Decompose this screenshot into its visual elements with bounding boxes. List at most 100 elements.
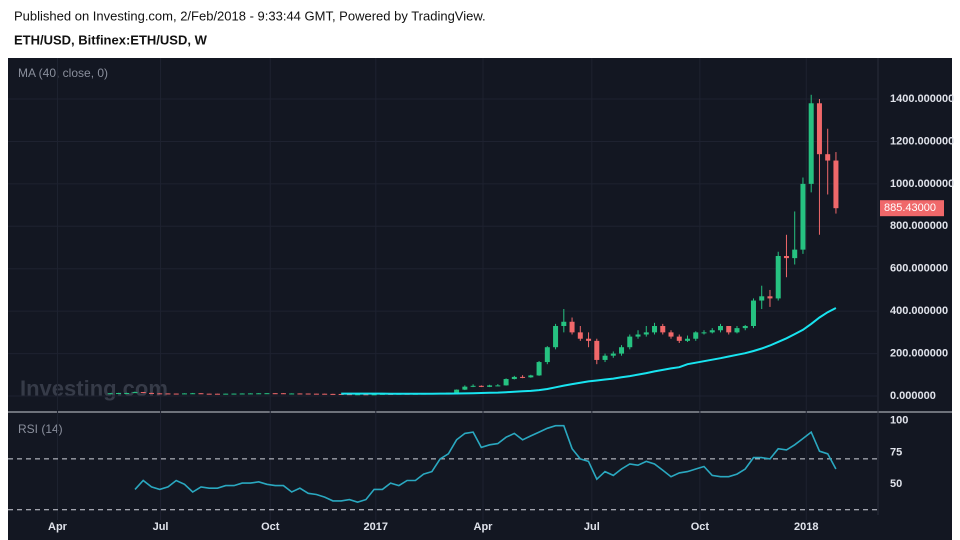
x-tick-label: Jul: [584, 521, 600, 533]
candle-body: [462, 386, 468, 390]
candle-body: [165, 393, 171, 395]
candle-body: [610, 353, 616, 356]
candle-body: [503, 379, 509, 386]
moving-average-line: [341, 307, 837, 395]
candle-body: [478, 385, 484, 387]
candle-body: [643, 332, 649, 335]
candle-body: [363, 394, 369, 396]
candle-body: [239, 393, 245, 395]
candle-body: [561, 321, 567, 326]
candle-body: [511, 376, 517, 380]
candle-body: [322, 393, 328, 395]
candle-body: [198, 393, 204, 395]
candle-body: [173, 393, 179, 395]
candle-body: [190, 393, 196, 395]
candle-body: [825, 154, 831, 161]
candle-body: [800, 183, 806, 250]
candle-body: [569, 321, 575, 333]
candle-body: [132, 392, 138, 394]
candle-body: [652, 326, 658, 333]
candle-body: [124, 392, 130, 394]
candle-body: [264, 393, 270, 395]
candle-body: [792, 249, 798, 259]
candle-body: [816, 103, 822, 155]
candle-body: [528, 375, 534, 378]
candle-body: [668, 332, 674, 337]
candle-body: [602, 355, 608, 360]
y-tick-label: 0.000000: [890, 390, 936, 402]
x-tick-label: Apr: [474, 521, 494, 533]
candle-body: [619, 347, 625, 354]
x-tick-label: Oct: [691, 521, 710, 533]
x-tick-label: 2018: [794, 521, 818, 533]
candle-body: [454, 389, 460, 393]
candle-body: [330, 393, 336, 395]
candle-body: [148, 392, 154, 394]
candle-body: [553, 326, 559, 348]
x-tick-label: Apr: [48, 521, 68, 533]
y-tick-label: 1200.000000: [890, 135, 954, 147]
candle-body: [685, 338, 691, 341]
candle-body: [701, 332, 707, 334]
rsi-line: [134, 424, 837, 504]
candle-body: [635, 334, 641, 337]
ma-title: MA (40, close, 0): [18, 66, 108, 80]
candle-body: [140, 392, 146, 394]
candle-body: [594, 340, 600, 360]
candle-body: [116, 393, 122, 395]
candle-body: [759, 296, 765, 301]
y-tick-label: 75: [890, 446, 902, 458]
candle-body: [627, 336, 633, 348]
x-tick-label: 2017: [364, 521, 388, 533]
candle-body: [783, 256, 789, 259]
candle-body: [734, 328, 740, 333]
candle-body: [495, 385, 501, 387]
candle-body: [750, 300, 756, 326]
candle-body: [223, 393, 229, 395]
candle-body: [833, 160, 839, 209]
published-note: Published on Investing.com, 2/Feb/2018 -…: [14, 8, 486, 23]
candle-body: [206, 393, 212, 395]
candle-body: [247, 393, 253, 395]
candle-body: [660, 326, 666, 333]
candle-body: [544, 347, 550, 363]
candle-body: [536, 362, 542, 376]
candle-body: [371, 394, 377, 396]
y-tick-label: 600.000000: [890, 263, 948, 275]
candle-body: [742, 326, 748, 329]
rsi-title: RSI (14): [18, 422, 63, 436]
last-price-label: 885.43000: [884, 202, 936, 214]
y-tick-label: 400.000000: [890, 305, 948, 317]
last-price-box: [880, 200, 944, 217]
candle-body: [214, 393, 220, 395]
candle-body: [577, 332, 583, 339]
candle-body: [726, 326, 732, 333]
x-tick-label: Jul: [153, 521, 169, 533]
candle-body: [107, 393, 113, 395]
y-tick-label: 100: [890, 415, 908, 427]
candle-body: [470, 385, 476, 387]
candle-body: [775, 256, 781, 299]
candle-body: [305, 393, 311, 395]
candle-body: [346, 394, 352, 396]
candle-body: [338, 393, 344, 395]
candle-body: [297, 393, 303, 395]
y-tick-label: 1400.000000: [890, 93, 954, 105]
chart-background: [8, 58, 952, 540]
candle-body: [717, 326, 723, 331]
candle-body: [289, 393, 295, 395]
candle-body: [520, 376, 526, 378]
symbol-title: ETH/USD, Bitfinex:ETH/USD, W: [14, 32, 208, 47]
candle-body: [313, 393, 319, 395]
candle-body: [157, 393, 163, 395]
candle-body: [808, 103, 814, 184]
y-tick-label: 800.000000: [890, 220, 948, 232]
candle-body: [487, 385, 493, 387]
candle-body: [256, 393, 262, 395]
candle-body: [676, 336, 682, 341]
candle-body: [355, 394, 361, 396]
candle-body: [280, 393, 286, 395]
candle-body: [709, 330, 715, 333]
